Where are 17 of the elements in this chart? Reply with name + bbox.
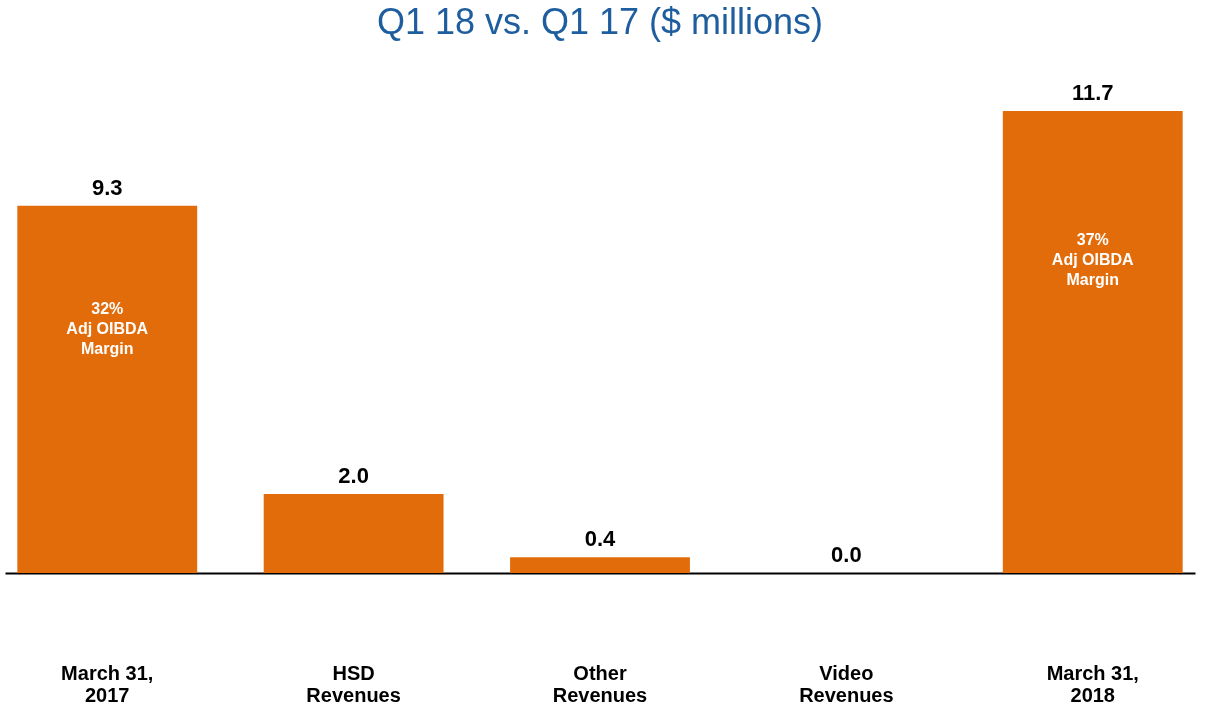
bar <box>263 494 444 573</box>
x-tick-label: Video Revenues <box>799 661 894 706</box>
x-tick-label: March 31, 2018 <box>1046 661 1139 706</box>
x-tick-label: Other Revenues <box>552 661 648 706</box>
data-label: 11.7 <box>1071 80 1114 105</box>
x-tick-label: HSD Revenues <box>306 661 401 706</box>
data-label: 9.3 <box>91 174 123 200</box>
annotation: 32% Adj OIBDA Margin <box>66 299 149 357</box>
data-label: 2.0 <box>338 463 369 489</box>
bar <box>1002 111 1183 573</box>
chart-title: Q1 18 vs. Q1 17 ($ millions) <box>376 1 824 42</box>
data-label: 0.4 <box>584 526 617 552</box>
x-tick-label: March 31, 2017 <box>61 661 154 706</box>
bar <box>17 205 198 573</box>
annotation: 37% Adj OIBDA Margin <box>1051 231 1135 289</box>
bar <box>510 557 690 573</box>
data-label: 0.0 <box>831 542 862 567</box>
